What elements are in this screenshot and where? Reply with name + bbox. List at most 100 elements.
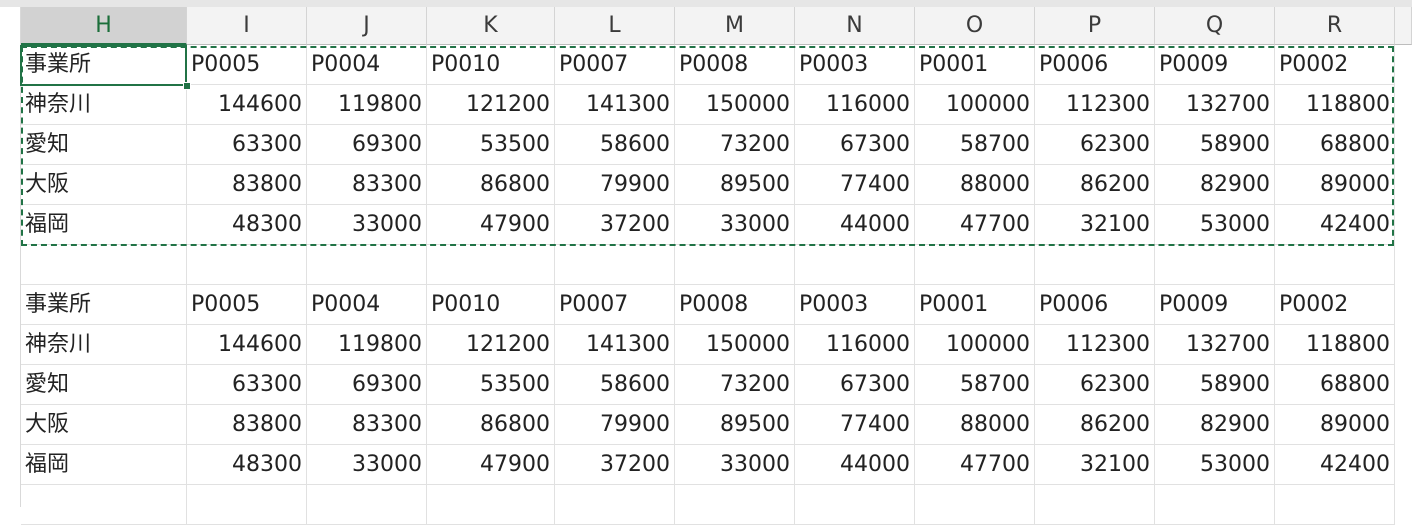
data-cell-table1-r3-c8[interactable]: 86200: [1035, 165, 1155, 205]
data-cell-table1-r3-c2[interactable]: 83300: [307, 165, 427, 205]
header-cell-table1-r0-c9[interactable]: P0009: [1155, 45, 1275, 85]
column-header-p[interactable]: P: [1035, 7, 1155, 45]
header-cell-table2-r0-c1[interactable]: P0005: [187, 285, 307, 325]
empty-cell-r11-c5[interactable]: [675, 485, 795, 525]
data-cell-table2-r2-c2[interactable]: 69300: [307, 365, 427, 405]
data-cell-table2-r1-c9[interactable]: 132700: [1155, 325, 1275, 365]
data-cell-table1-r4-c2[interactable]: 33000: [307, 205, 427, 245]
data-cell-table2-r4-c6[interactable]: 44000: [795, 445, 915, 485]
column-header-r[interactable]: R: [1275, 7, 1395, 45]
data-cell-table1-r2-c5[interactable]: 73200: [675, 125, 795, 165]
data-cell-table2-r3-c4[interactable]: 79900: [555, 405, 675, 445]
header-cell-table2-r0-c5[interactable]: P0008: [675, 285, 795, 325]
empty-cell-r11-c4[interactable]: [555, 485, 675, 525]
fill-handle[interactable]: [183, 82, 191, 90]
empty-cell-r11-c0[interactable]: [21, 485, 187, 525]
data-cell-table2-r4-c1[interactable]: 48300: [187, 445, 307, 485]
data-cell-table1-r1-c4[interactable]: 141300: [555, 85, 675, 125]
data-cell-table1-r1-c0[interactable]: 神奈川: [21, 85, 187, 125]
data-cell-table2-r4-c3[interactable]: 47900: [427, 445, 555, 485]
empty-cell-r11-c1[interactable]: [187, 485, 307, 525]
data-cell-table1-r2-c2[interactable]: 69300: [307, 125, 427, 165]
data-cell-table1-r2-c1[interactable]: 63300: [187, 125, 307, 165]
data-cell-table1-r1-c9[interactable]: 132700: [1155, 85, 1275, 125]
data-cell-table1-r2-c9[interactable]: 58900: [1155, 125, 1275, 165]
data-cell-table2-r2-c1[interactable]: 63300: [187, 365, 307, 405]
header-cell-table2-r0-c4[interactable]: P0007: [555, 285, 675, 325]
data-cell-table1-r3-c6[interactable]: 77400: [795, 165, 915, 205]
column-header-o[interactable]: O: [915, 7, 1035, 45]
data-cell-table1-r1-c3[interactable]: 121200: [427, 85, 555, 125]
data-cell-table2-r3-c3[interactable]: 86800: [427, 405, 555, 445]
data-cell-table2-r2-c6[interactable]: 67300: [795, 365, 915, 405]
data-cell-table1-r4-c0[interactable]: 福岡: [21, 205, 187, 245]
empty-cell-r5-c8[interactable]: [1035, 245, 1155, 285]
data-cell-table2-r2-c10[interactable]: 68800: [1275, 365, 1395, 405]
data-cell-table2-r1-c8[interactable]: 112300: [1035, 325, 1155, 365]
data-cell-table2-r1-c6[interactable]: 116000: [795, 325, 915, 365]
empty-cell-r5-c2[interactable]: [307, 245, 427, 285]
header-cell-table1-r0-c1[interactable]: P0005: [187, 45, 307, 85]
data-cell-table2-r1-c1[interactable]: 144600: [187, 325, 307, 365]
header-cell-table2-r0-c7[interactable]: P0001: [915, 285, 1035, 325]
data-cell-table2-r2-c9[interactable]: 58900: [1155, 365, 1275, 405]
data-cell-table2-r2-c4[interactable]: 58600: [555, 365, 675, 405]
data-cell-table2-r4-c8[interactable]: 32100: [1035, 445, 1155, 485]
header-cell-table2-r0-c10[interactable]: P0002: [1275, 285, 1395, 325]
column-header-j[interactable]: J: [307, 7, 427, 45]
data-cell-table2-r3-c2[interactable]: 83300: [307, 405, 427, 445]
data-cell-table2-r1-c5[interactable]: 150000: [675, 325, 795, 365]
data-cell-table2-r2-c5[interactable]: 73200: [675, 365, 795, 405]
data-cell-table2-r3-c8[interactable]: 86200: [1035, 405, 1155, 445]
data-cell-table2-r4-c0[interactable]: 福岡: [21, 445, 187, 485]
data-cell-table1-r4-c3[interactable]: 47900: [427, 205, 555, 245]
data-cell-table2-r2-c3[interactable]: 53500: [427, 365, 555, 405]
data-cell-table1-r2-c7[interactable]: 58700: [915, 125, 1035, 165]
data-cell-table1-r4-c6[interactable]: 44000: [795, 205, 915, 245]
empty-cell-r11-c2[interactable]: [307, 485, 427, 525]
header-cell-table1-r0-c3[interactable]: P0010: [427, 45, 555, 85]
data-cell-table1-r1-c8[interactable]: 112300: [1035, 85, 1155, 125]
data-cell-table2-r2-c7[interactable]: 58700: [915, 365, 1035, 405]
data-cell-table1-r3-c0[interactable]: 大阪: [21, 165, 187, 205]
data-cell-table2-r4-c4[interactable]: 37200: [555, 445, 675, 485]
data-cell-table1-r1-c5[interactable]: 150000: [675, 85, 795, 125]
data-cell-table1-r4-c1[interactable]: 48300: [187, 205, 307, 245]
data-cell-table1-r1-c6[interactable]: 116000: [795, 85, 915, 125]
empty-cell-r11-c7[interactable]: [915, 485, 1035, 525]
header-cell-table2-r0-c3[interactable]: P0010: [427, 285, 555, 325]
data-cell-table2-r2-c8[interactable]: 62300: [1035, 365, 1155, 405]
data-cell-table2-r4-c2[interactable]: 33000: [307, 445, 427, 485]
empty-cell-r5-c4[interactable]: [555, 245, 675, 285]
header-cell-table1-r0-c8[interactable]: P0006: [1035, 45, 1155, 85]
column-header-n[interactable]: N: [795, 7, 915, 45]
data-cell-table1-r2-c0[interactable]: 愛知: [21, 125, 187, 165]
empty-cell-r11-c10[interactable]: [1275, 485, 1395, 525]
header-cell-table2-r0-c2[interactable]: P0004: [307, 285, 427, 325]
empty-cell-r5-c3[interactable]: [427, 245, 555, 285]
empty-cell-r5-c9[interactable]: [1155, 245, 1275, 285]
data-cell-table1-r1-c7[interactable]: 100000: [915, 85, 1035, 125]
header-cell-table1-r0-c6[interactable]: P0003: [795, 45, 915, 85]
column-header-i[interactable]: I: [187, 7, 307, 45]
header-cell-table1-r0-c0[interactable]: 事業所: [21, 45, 187, 85]
column-header-m[interactable]: M: [675, 7, 795, 45]
data-cell-table1-r2-c3[interactable]: 53500: [427, 125, 555, 165]
data-cell-table2-r3-c7[interactable]: 88000: [915, 405, 1035, 445]
data-cell-table1-r3-c4[interactable]: 79900: [555, 165, 675, 205]
data-cell-table2-r4-c10[interactable]: 42400: [1275, 445, 1395, 485]
data-cell-table2-r4-c7[interactable]: 47700: [915, 445, 1035, 485]
empty-cell-r11-c6[interactable]: [795, 485, 915, 525]
empty-cell-r5-c5[interactable]: [675, 245, 795, 285]
data-cell-table1-r3-c7[interactable]: 88000: [915, 165, 1035, 205]
data-cell-table1-r3-c5[interactable]: 89500: [675, 165, 795, 205]
data-cell-table2-r3-c10[interactable]: 89000: [1275, 405, 1395, 445]
data-cell-table1-r4-c7[interactable]: 47700: [915, 205, 1035, 245]
empty-cell-r5-c10[interactable]: [1275, 245, 1395, 285]
data-cell-table2-r3-c9[interactable]: 82900: [1155, 405, 1275, 445]
header-cell-table1-r0-c5[interactable]: P0008: [675, 45, 795, 85]
data-cell-table2-r1-c0[interactable]: 神奈川: [21, 325, 187, 365]
data-cell-table1-r4-c9[interactable]: 53000: [1155, 205, 1275, 245]
empty-cell-r5-c1[interactable]: [187, 245, 307, 285]
data-cell-table2-r1-c3[interactable]: 121200: [427, 325, 555, 365]
